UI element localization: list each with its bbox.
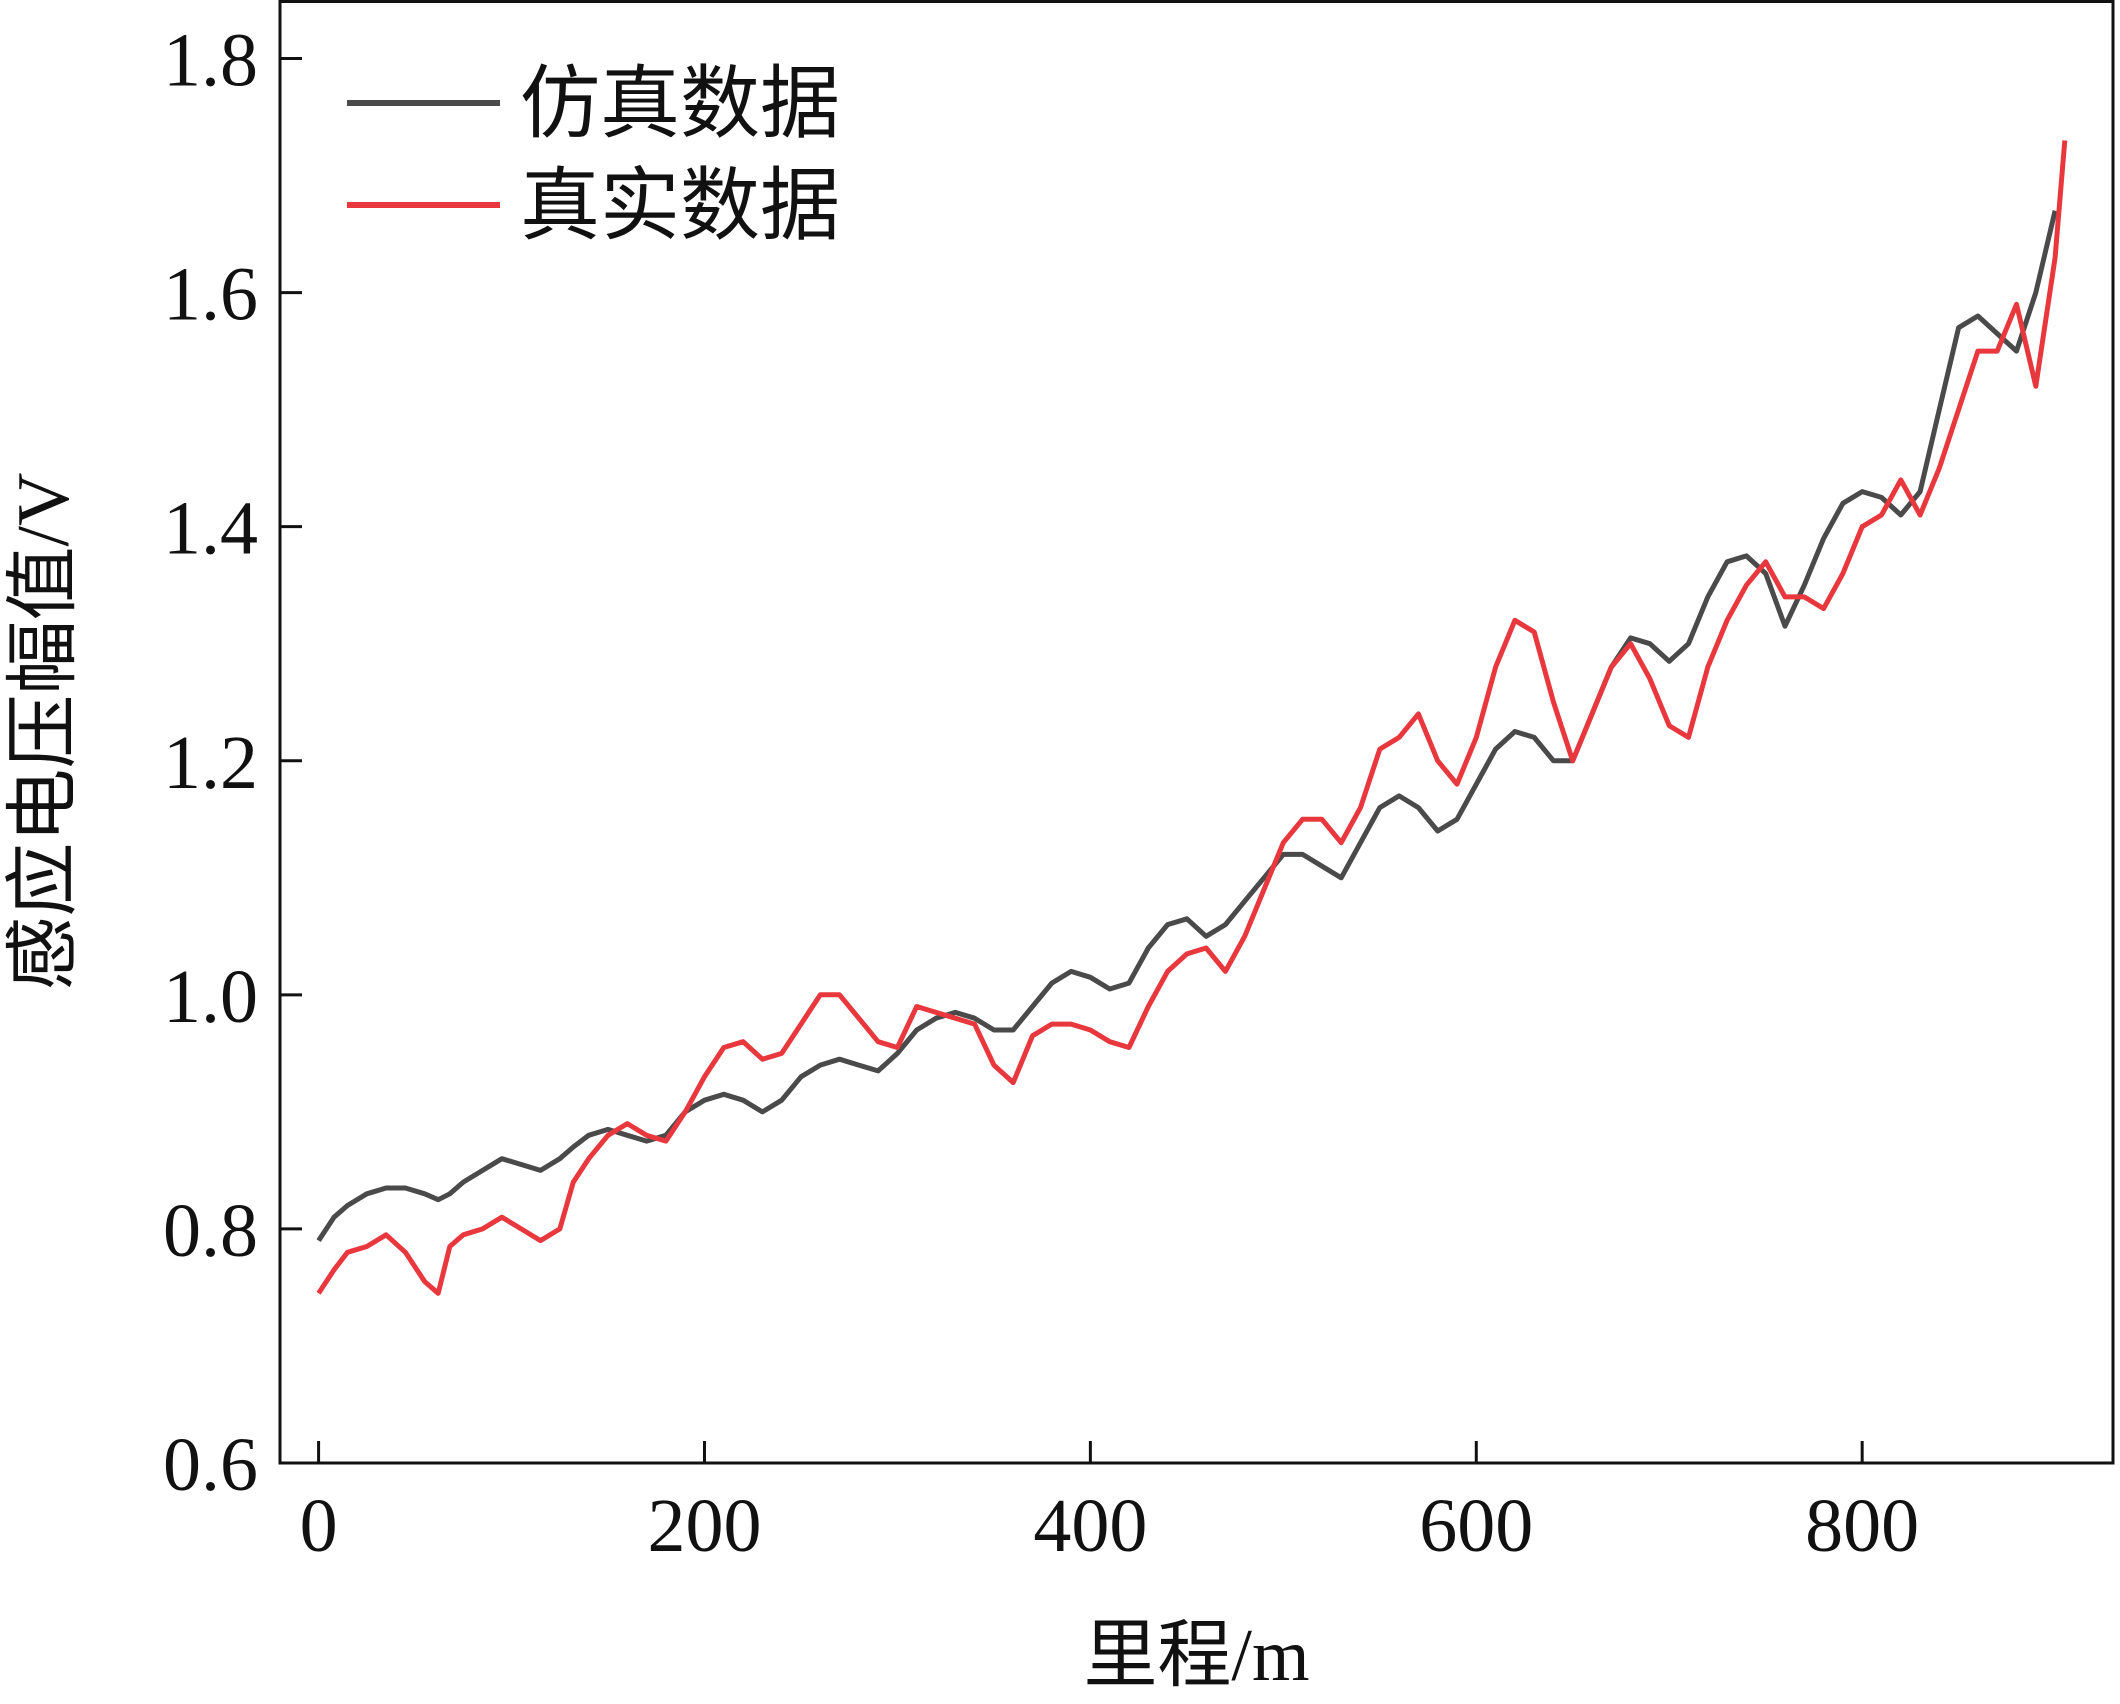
legend-label-1: 真实数据	[520, 163, 840, 251]
y-axis-ticks: 0.6 0.8 1.0 1.2 1.4 1.6 1.8	[163, 19, 302, 1507]
series-layer	[316, 140, 2068, 1296]
x-tick-label: 400	[1033, 1484, 1147, 1568]
x-tick-label: 200	[647, 1484, 761, 1568]
x-tick-label: 0	[300, 1484, 338, 1568]
legend-label-0: 仿真数据	[520, 61, 840, 149]
series-line-0	[316, 210, 2058, 1242]
x-tick-label: 600	[1419, 1484, 1533, 1568]
x-tick-label: 800	[1805, 1484, 1919, 1568]
y-tick-label: 0.8	[163, 1189, 258, 1273]
y-tick-label: 1.0	[163, 955, 258, 1039]
y-tick-label: 1.6	[163, 253, 258, 337]
y-tick-label: 1.8	[163, 19, 258, 103]
y-tick-label: 1.4	[163, 487, 258, 571]
y-axis-label: 感应电压幅值/V	[3, 473, 85, 991]
x-axis-label: 里程/m	[1083, 1615, 1309, 1697]
series-line-1	[316, 140, 2068, 1296]
plot-frame	[278, 0, 2115, 1465]
y-tick-label: 1.2	[163, 721, 258, 805]
x-axis-ticks: 0 200 400 600 800	[300, 1441, 1919, 1568]
y-tick-label: 0.6	[163, 1423, 258, 1507]
